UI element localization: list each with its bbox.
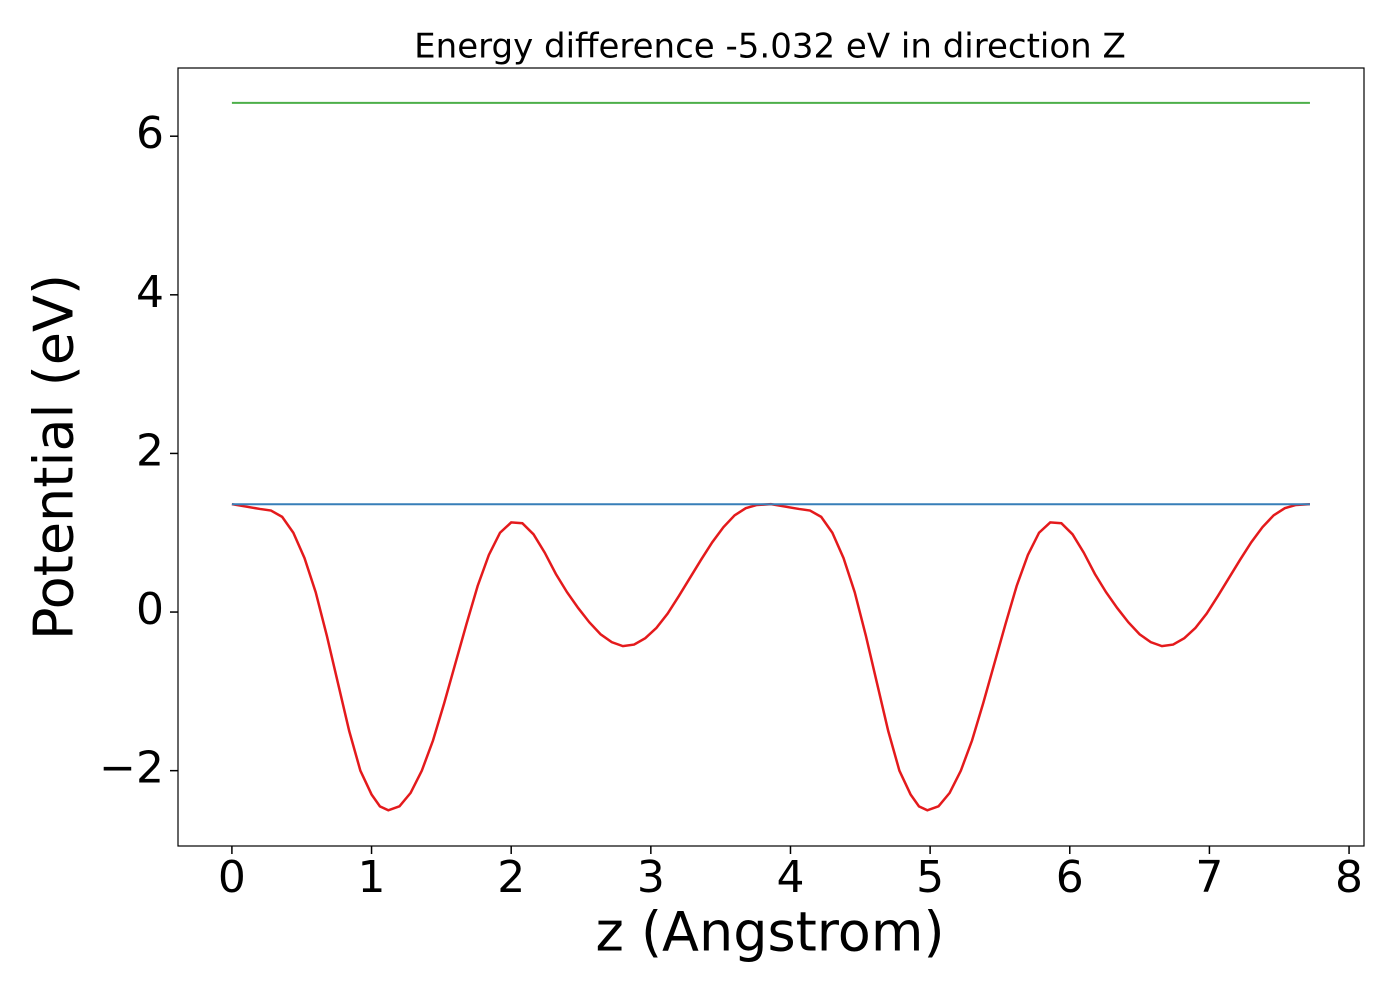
x-axis-label: z (Angstrom)	[595, 901, 944, 964]
y-axis-label: Potential (eV)	[23, 274, 86, 640]
x-tick-label: 5	[916, 852, 944, 903]
x-tick-label: 0	[218, 852, 246, 903]
x-tick-label: 7	[1195, 852, 1223, 903]
x-tick-label: 6	[1056, 852, 1084, 903]
x-tick-label: 4	[776, 852, 804, 903]
x-tick-label: 1	[358, 852, 386, 903]
y-tick-label: 4	[136, 267, 164, 318]
y-tick-label: 0	[136, 584, 164, 635]
series-line	[231, 502, 1311, 812]
plot-frame	[177, 67, 1365, 847]
x-tick-label: 8	[1335, 852, 1363, 903]
chart-title: Energy difference -5.032 eV in direction…	[414, 27, 1126, 67]
x-tick-label: 2	[497, 852, 525, 903]
y-tick-label: −2	[99, 743, 164, 794]
x-tick-label: 3	[637, 852, 665, 903]
y-tick-label: 6	[136, 108, 164, 159]
y-tick-label: 2	[136, 425, 164, 476]
